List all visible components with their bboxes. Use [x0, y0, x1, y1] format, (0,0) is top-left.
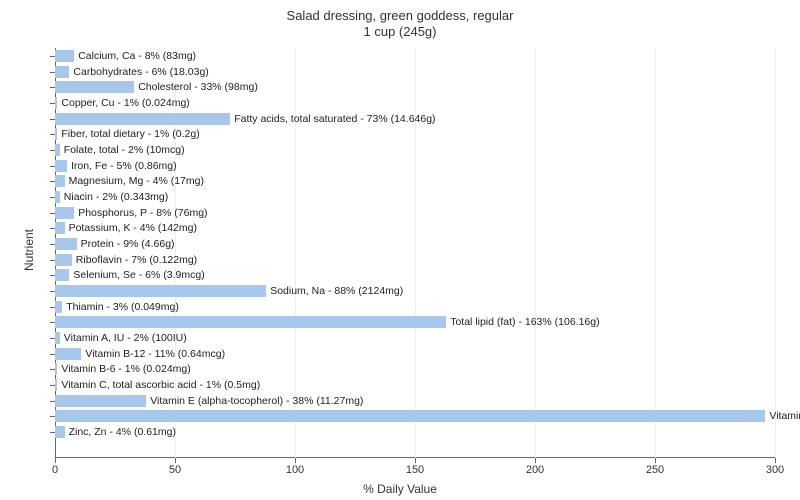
nutrient-bar-label: Phosphorus, P - 8% (76mg) [78, 207, 207, 219]
nutrient-bar [55, 207, 74, 219]
x-tick [55, 458, 56, 463]
x-tick [655, 458, 656, 463]
nutrient-bar [55, 81, 134, 93]
nutrient-bar-label: Vitamin B-12 - 11% (0.64mcg) [85, 348, 225, 360]
gridline [655, 48, 656, 458]
chart-title: Salad dressing, green goddess, regular [0, 8, 800, 23]
nutrient-bar-label: Sodium, Na - 88% (2124mg) [270, 285, 403, 297]
nutrient-bar-label: Fatty acids, total saturated - 73% (14.6… [234, 113, 435, 125]
x-tick [775, 458, 776, 463]
nutrient-bar-label: Cholesterol - 33% (98mg) [138, 81, 258, 93]
gridline [415, 48, 416, 458]
y-axis-label: Nutrient [22, 229, 36, 271]
x-tick-label: 150 [406, 464, 424, 476]
nutrient-bar [55, 379, 57, 391]
nutrient-bar [55, 348, 81, 360]
x-tick-label: 300 [766, 464, 784, 476]
nutrient-bar [55, 332, 60, 344]
nutrient-bar-label: Magnesium, Mg - 4% (17mg) [69, 175, 204, 187]
nutrient-bar [55, 191, 60, 203]
nutrient-bar-label: Carbohydrates - 6% (18.03g) [73, 66, 208, 78]
plot-area: 050100150200250300Calcium, Ca - 8% (83mg… [55, 48, 775, 458]
nutrient-bar [55, 222, 65, 234]
x-tick-label: 100 [286, 464, 304, 476]
nutrient-bar-label: Riboflavin - 7% (0.122mg) [76, 254, 197, 266]
nutrient-bar-label: Vitamin A, IU - 2% (100IU) [64, 332, 187, 344]
gridline [535, 48, 536, 458]
nutrient-bar [55, 160, 67, 172]
nutrient-bar-label: Zinc, Zn - 4% (0.61mg) [69, 426, 176, 438]
nutrient-bar-label: Vitamin E (alpha-tocopherol) - 38% (11.2… [150, 395, 363, 407]
x-axis-label: % Daily Value [0, 482, 800, 496]
nutrient-bar [55, 410, 765, 422]
nutrient-bar [55, 395, 146, 407]
chart-subtitle: 1 cup (245g) [0, 24, 800, 39]
nutrient-bar [55, 285, 266, 297]
x-tick [415, 458, 416, 463]
x-tick-label: 250 [646, 464, 664, 476]
nutrient-bar [55, 254, 72, 266]
nutrient-bar [55, 269, 69, 281]
nutrient-bar [55, 66, 69, 78]
nutrient-bar [55, 175, 65, 187]
nutrient-bar [55, 50, 74, 62]
x-tick-label: 0 [52, 464, 58, 476]
nutrient-bar-label: Fiber, total dietary - 1% (0.2g) [61, 128, 199, 140]
nutrient-bar [55, 128, 57, 140]
nutrient-bar-label: Vitamin C, total ascorbic acid - 1% (0.5… [61, 379, 260, 391]
x-tick [535, 458, 536, 463]
nutrient-bar-label: Selenium, Se - 6% (3.9mcg) [73, 269, 204, 281]
nutrient-bar [55, 316, 446, 328]
nutrient-bar-label: Thiamin - 3% (0.049mg) [66, 301, 179, 313]
nutrient-bar-label: Total lipid (fat) - 163% (106.16g) [450, 316, 599, 328]
x-tick [295, 458, 296, 463]
x-tick-label: 200 [526, 464, 544, 476]
nutrient-bar-label: Vitamin B-6 - 1% (0.024mg) [61, 363, 190, 375]
nutrient-bar-label: Copper, Cu - 1% (0.024mg) [61, 97, 189, 109]
nutrient-bar [55, 301, 62, 313]
x-tick-label: 50 [169, 464, 181, 476]
nutrient-bar-label: Protein - 9% (4.66g) [81, 238, 175, 250]
nutrient-bar [55, 363, 57, 375]
nutrient-bar-label: Iron, Fe - 5% (0.86mg) [71, 160, 177, 172]
nutrient-chart: Salad dressing, green goddess, regular 1… [0, 0, 800, 500]
nutrient-bar [55, 144, 60, 156]
nutrient-bar-label: Niacin - 2% (0.343mg) [64, 191, 168, 203]
nutrient-bar [55, 97, 57, 109]
nutrient-bar [55, 426, 65, 438]
nutrient-bar-label: Vitamin K (phylloquinone) - 296% (236.9m… [769, 410, 800, 422]
x-tick [175, 458, 176, 463]
nutrient-bar-label: Calcium, Ca - 8% (83mg) [78, 50, 196, 62]
nutrient-bar-label: Folate, total - 2% (10mcg) [64, 144, 185, 156]
nutrient-bar [55, 238, 77, 250]
nutrient-bar-label: Potassium, K - 4% (142mg) [69, 222, 197, 234]
nutrient-bar [55, 113, 230, 125]
gridline [775, 48, 776, 458]
